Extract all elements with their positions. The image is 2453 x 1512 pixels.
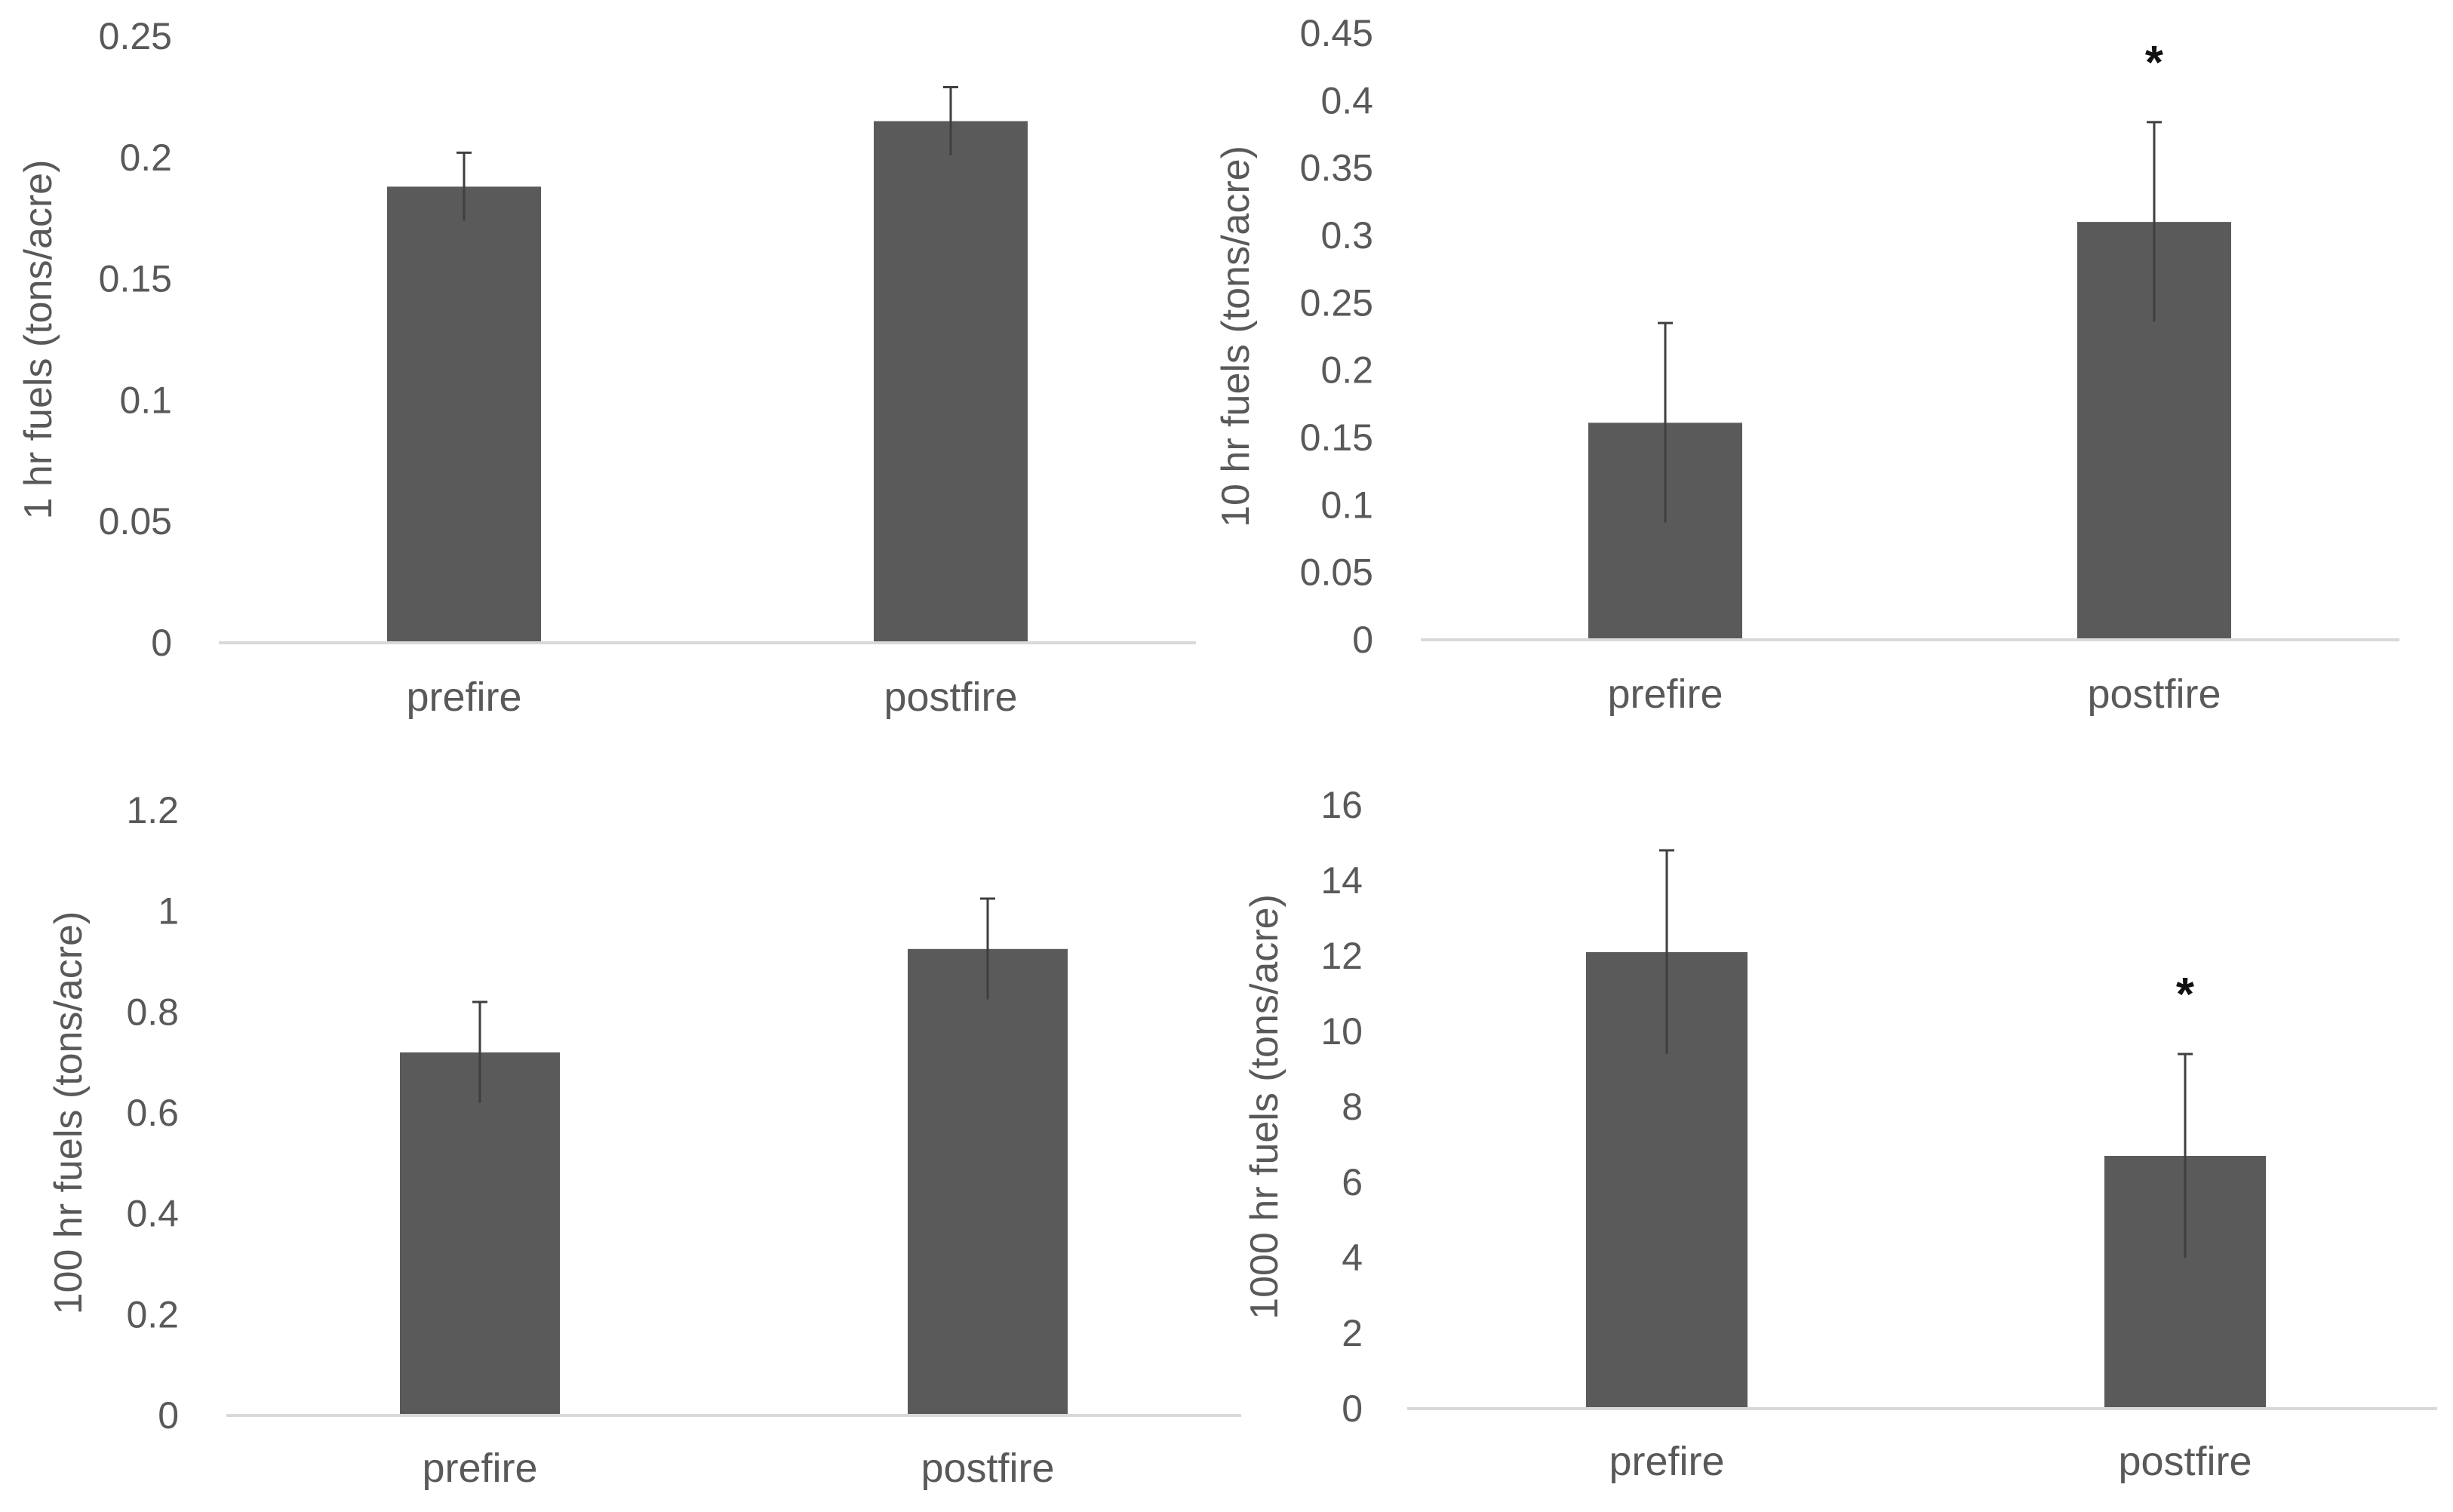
y-tick-label: 0.05 <box>99 500 172 542</box>
y-tick-label: 0 <box>151 622 172 664</box>
y-axis-label: 1000 hr fuels (tons/acre) <box>1243 894 1286 1320</box>
y-tick-label: 0.6 <box>126 1092 179 1134</box>
y-tick-label: 1 <box>158 890 179 933</box>
bar-postfire <box>908 948 1068 1415</box>
y-tick-label: 0.25 <box>99 15 172 57</box>
chart-panel-1: 0 0.05 0.1 0.15 0.2 0.25 1 hr fuels (tons/acre… <box>17 15 1196 720</box>
y-tick-label: 4 <box>1342 1237 1363 1279</box>
y-tick-label: 0.3 <box>1320 214 1373 257</box>
bar-prefire <box>387 186 541 644</box>
y-tick-label: 0.45 <box>1300 12 1373 54</box>
y-tick-label: 0 <box>1342 1388 1363 1430</box>
x-category-label: prefire <box>406 675 521 720</box>
y-tick-label: 0.4 <box>1320 79 1373 121</box>
y-tick-label: 0.2 <box>126 1293 179 1335</box>
y-tick-label: 1.2 <box>126 789 179 831</box>
y-tick-label: 12 <box>1320 935 1363 977</box>
y-axis-label: 1 hr fuels (tons/acre) <box>17 160 60 520</box>
y-tick-label: 2 <box>1342 1312 1363 1354</box>
y-tick-label: 0.15 <box>1300 416 1373 459</box>
x-category-label: postfire <box>921 1446 1054 1491</box>
y-tick-label: 0 <box>158 1394 179 1437</box>
chart-panel-3: 0 0.2 0.4 0.6 0.8 1 1.2 100 hr fuels (tons/acre… <box>47 789 1241 1491</box>
y-tick-label: 14 <box>1320 859 1363 902</box>
y-tick-label: 0 <box>1352 619 1373 661</box>
x-category-label: prefire <box>1609 1439 1724 1484</box>
y-tick-label: 8 <box>1342 1086 1363 1128</box>
y-tick-label: 0.05 <box>1300 552 1373 594</box>
y-tick-label: 6 <box>1342 1161 1363 1203</box>
y-tick-label: 0.4 <box>126 1193 179 1235</box>
chart-panel-4: 0 2 4 6 8 10 12 14 16 1000 hr fuels (tons/acre) pr… <box>1243 784 2437 1484</box>
bar-prefire <box>400 1052 560 1415</box>
y-tick-label: 10 <box>1320 1010 1363 1053</box>
x-category-label: prefire <box>1607 671 1723 717</box>
y-tick-label: 0.8 <box>126 991 179 1033</box>
y-tick-label: 0.2 <box>1320 349 1373 392</box>
y-tick-label: 0.1 <box>1320 484 1373 526</box>
y-tick-label: 0.2 <box>119 137 172 179</box>
chart-panel-2: 0 0.05 0.1 0.15 0.2 0.25 0.3 0.35 0.4 0.45 10 hr f… <box>1214 12 2399 717</box>
significance-marker: * <box>2145 37 2164 89</box>
x-category-label: postfire <box>2118 1439 2252 1484</box>
x-category-label: prefire <box>422 1446 537 1491</box>
y-axis-label: 100 hr fuels (tons/acre) <box>47 911 91 1315</box>
y-tick-label: 16 <box>1320 784 1363 826</box>
significance-marker: * <box>2176 969 2195 1021</box>
x-category-label: postfire <box>884 675 1017 720</box>
y-tick-label: 0.35 <box>1300 147 1373 189</box>
y-tick-label: 0.25 <box>1300 281 1373 324</box>
x-category-label: postfire <box>2087 671 2221 717</box>
bar-postfire <box>874 121 1028 643</box>
y-tick-label: 0.15 <box>99 258 172 300</box>
y-tick-label: 0.1 <box>119 379 172 421</box>
y-axis-label: 10 hr fuels (tons/acre) <box>1214 146 1258 527</box>
